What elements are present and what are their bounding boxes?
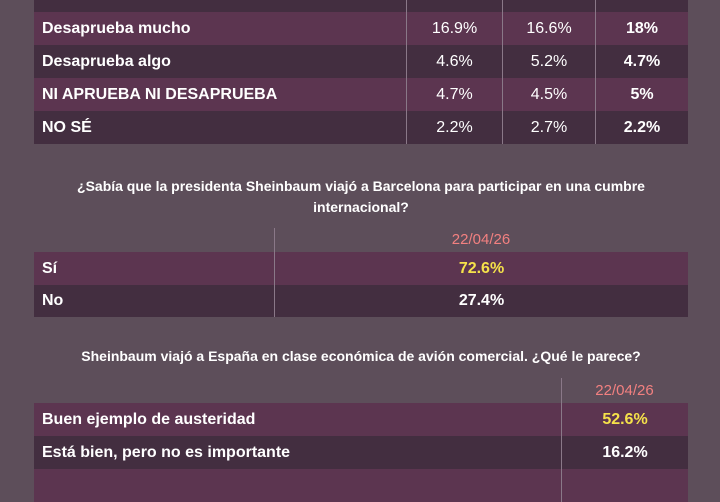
cell: 72.6% — [274, 252, 688, 285]
row-label: Desaprueba algo — [42, 52, 171, 70]
table-row: NO SÉ 2.2% 2.7% 2.2% — [34, 111, 688, 144]
cell — [595, 0, 688, 12]
table-row: NI APRUEBA NI DESAPRUEBA 4.7% 4.5% 5% — [34, 78, 688, 111]
question-barcelona: ¿Sabía que la presidenta Sheinbaum viajó… — [77, 178, 645, 215]
cell: 16.9% — [406, 12, 502, 45]
cell: 4.5% — [502, 78, 595, 111]
cell — [406, 0, 502, 12]
question-clase-economica: Sheinbaum viajó a España en clase económ… — [81, 348, 641, 364]
cell: 16.6% — [502, 12, 595, 45]
row-label: NI APRUEBA NI DESAPRUEBA — [42, 85, 278, 103]
table-row: Está bien, pero no es importante 16.2% — [34, 436, 688, 469]
cell: 5.2% — [502, 45, 595, 78]
cell: 27.4% — [274, 285, 688, 317]
table-row-cut — [34, 469, 688, 502]
row-label: Buen ejemplo de austeridad — [42, 410, 256, 428]
table-row: Sí 72.6% — [34, 252, 688, 285]
table-row-cut — [34, 0, 688, 12]
row-label: No — [42, 292, 64, 309]
cell: 5% — [595, 78, 688, 111]
cell — [561, 469, 688, 502]
date-header: 22/04/26 — [451, 231, 511, 248]
table-row: Buen ejemplo de austeridad 52.6% — [34, 403, 688, 436]
cell — [502, 0, 595, 12]
table-row: Desaprueba mucho 16.9% 16.6% 18% — [34, 12, 688, 45]
table-row: No 27.4% — [34, 285, 688, 317]
cell: 2.7% — [502, 111, 595, 144]
cell: 52.6% — [561, 403, 688, 436]
row-label: NO SÉ — [42, 118, 92, 136]
date-header: 22/04/26 — [595, 382, 654, 399]
cell: 16.2% — [561, 436, 688, 469]
cell: 4.6% — [406, 45, 502, 78]
cell: 18% — [595, 12, 688, 45]
row-label: Sí — [42, 259, 58, 277]
cell: 2.2% — [406, 111, 502, 144]
row-label: Desaprueba mucho — [42, 19, 191, 37]
row-label: Está bien, pero no es importante — [42, 443, 291, 461]
cell: 4.7% — [595, 45, 688, 78]
table-row: Desaprueba algo 4.6% 5.2% 4.7% — [34, 45, 688, 78]
cell: 4.7% — [406, 78, 502, 111]
cell: 2.2% — [595, 111, 688, 144]
